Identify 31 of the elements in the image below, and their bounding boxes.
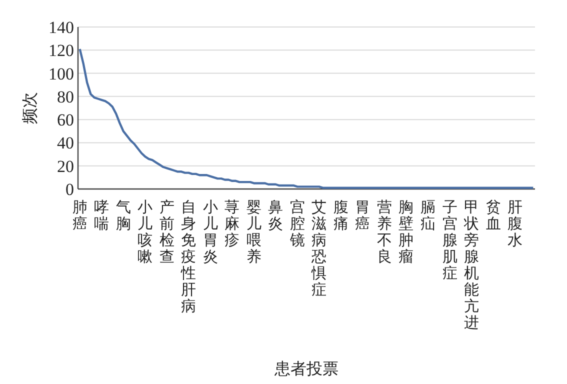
x-tick-label: 营养不良	[376, 199, 392, 266]
x-tick-label: 胸壁肿瘤	[398, 199, 414, 266]
x-tick-label: 小儿咳嗽	[138, 199, 153, 266]
y-tick-label: 60	[57, 110, 74, 130]
x-tick-label: 产前检查	[159, 199, 174, 266]
x-tick-label: 宫腔镜	[288, 199, 305, 249]
x-tick-label: 肺癌	[72, 199, 88, 232]
x-tick-label: 哮喘	[94, 199, 110, 232]
x-tick-label: 自身免疫性肝病	[180, 199, 196, 315]
y-tick-label: 0	[66, 180, 74, 199]
y-axis-title: 频次	[22, 92, 39, 124]
x-tick-label: 甲状旁腺机能亢进	[463, 200, 480, 332]
y-tick-label: 80	[57, 87, 74, 106]
x-tick-label: 胃癌	[355, 200, 370, 232]
x-tick-label: 艾滋病恐惧症	[310, 199, 327, 298]
x-tick-label: 子宫腺肌症	[442, 200, 458, 282]
x-axis-title: 患者投票	[274, 360, 338, 378]
y-tick-label: 120	[48, 41, 74, 60]
x-tick-label: 贫血	[486, 199, 501, 232]
x-tick-label: 气胸	[116, 199, 131, 232]
x-tick-label: 鼻炎	[268, 199, 284, 232]
x-tick-label: 婴儿喂养	[246, 199, 262, 266]
x-tick-label: 膈疝	[420, 200, 436, 232]
x-tick-label: 腹痛	[333, 199, 348, 232]
y-tick-label: 20	[57, 156, 74, 176]
y-tick-label: 40	[57, 134, 74, 153]
x-tick-label: 荨麻疹	[224, 199, 240, 249]
x-tick-label: 小儿胃炎	[202, 199, 218, 266]
y-tick-label: 100	[48, 64, 74, 84]
y-tick-label: 140	[48, 18, 74, 37]
x-tick-label: 肝腹水	[508, 200, 523, 249]
